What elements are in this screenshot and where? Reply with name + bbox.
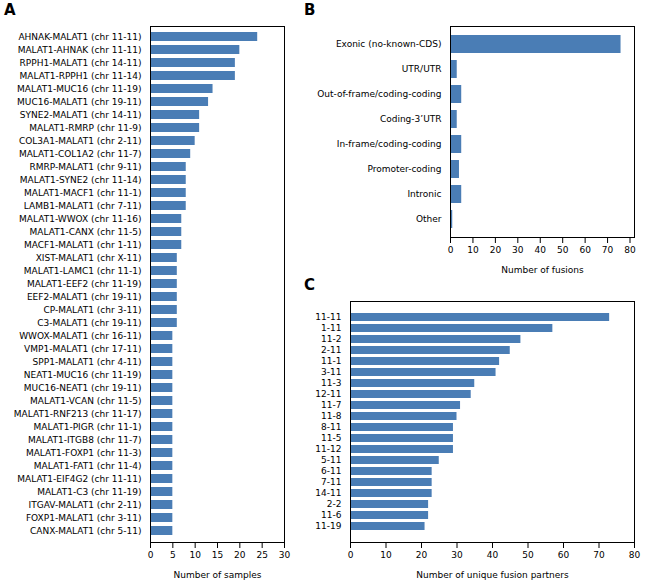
svg-text:LAMB1-MALAT1 (chr 7-11): LAMB1-MALAT1 (chr 7-11)	[24, 201, 142, 211]
svg-text:14-11: 14-11	[315, 488, 341, 498]
svg-text:Other: Other	[416, 214, 442, 224]
svg-text:Out-of-frame/coding-coding: Out-of-frame/coding-coding	[317, 89, 441, 99]
svg-text:VMP1-MALAT1 (chr 17-11): VMP1-MALAT1 (chr 17-11)	[24, 344, 141, 354]
svg-text:20: 20	[416, 550, 428, 560]
svg-text:C3-MALAT1 (chr 19-11): C3-MALAT1 (chr 19-11)	[37, 318, 141, 328]
svg-text:CP-MALAT1 (chr 3-11): CP-MALAT1 (chr 3-11)	[43, 305, 141, 315]
svg-text:30: 30	[279, 550, 291, 560]
svg-text:50: 50	[557, 245, 569, 255]
svg-text:MACF1-MALAT1 (chr 1-11): MACF1-MALAT1 (chr 1-11)	[24, 240, 142, 250]
svg-text:WWOX-MALAT1 (chr 16-11): WWOX-MALAT1 (chr 16-11)	[19, 331, 141, 341]
svg-text:Number of unique fusion partne: Number of unique fusion partners	[416, 570, 569, 580]
svg-text:70: 70	[593, 550, 605, 560]
svg-text:MALAT1-RNF213 (chr 11-17): MALAT1-RNF213 (chr 11-17)	[14, 409, 142, 419]
svg-text:SYNE2-MALAT1 (chr 14-11): SYNE2-MALAT1 (chr 14-11)	[20, 110, 142, 120]
svg-text:MALAT1-LAMC1 (chr 11-1): MALAT1-LAMC1 (chr 11-1)	[24, 266, 142, 276]
svg-text:MALAT1-COL1A2 (chr 11-7): MALAT1-COL1A2 (chr 11-7)	[19, 149, 142, 159]
svg-text:Promoter-coding: Promoter-coding	[367, 164, 441, 174]
svg-text:MALAT1-SYNE2 (chr 11-14): MALAT1-SYNE2 (chr 11-14)	[20, 175, 142, 185]
svg-text:12-11: 12-11	[315, 389, 341, 399]
svg-text:0: 0	[148, 550, 154, 560]
svg-text:RPPH1-MALAT1 (chr 14-11): RPPH1-MALAT1 (chr 14-11)	[20, 58, 142, 68]
svg-text:11-5: 11-5	[321, 433, 341, 443]
svg-text:1-11: 1-11	[321, 323, 341, 333]
svg-text:11-19: 11-19	[315, 521, 341, 531]
svg-text:Number of samples: Number of samples	[174, 570, 262, 580]
svg-text:MALAT1-EEF2 (chr 11-19): MALAT1-EEF2 (chr 11-19)	[27, 279, 142, 289]
svg-text:80: 80	[624, 245, 636, 255]
svg-text:60: 60	[579, 245, 591, 255]
html-text:A: A	[4, 1, 16, 19]
svg-text:In-frame/coding-coding: In-frame/coding-coding	[337, 139, 442, 149]
svg-text:6-11: 6-11	[321, 466, 341, 476]
svg-text:15: 15	[212, 550, 223, 560]
svg-text:20: 20	[490, 245, 502, 255]
svg-text:2-2: 2-2	[327, 499, 342, 509]
svg-text:MALAT1-RPPH1 (chr 11-14): MALAT1-RPPH1 (chr 11-14)	[20, 71, 142, 81]
svg-text:11-6: 11-6	[321, 510, 342, 520]
svg-text:11-8: 11-8	[321, 411, 342, 421]
svg-text:Coding-3’UTR: Coding-3’UTR	[380, 114, 442, 124]
svg-text:11-11: 11-11	[315, 312, 341, 322]
svg-text:80: 80	[629, 550, 641, 560]
svg-text:7-11: 7-11	[321, 477, 341, 487]
svg-text:Exonic (no-known-CDS): Exonic (no-known-CDS)	[336, 39, 442, 49]
svg-text:Number of fusions: Number of fusions	[501, 265, 584, 275]
svg-text:EEF2-MALAT1 (chr 19-11): EEF2-MALAT1 (chr 19-11)	[27, 292, 142, 302]
svg-text:0: 0	[348, 550, 354, 560]
svg-text:40: 40	[487, 550, 499, 560]
svg-text:10: 10	[467, 245, 479, 255]
svg-text:MALAT1-EIF4G2 (chr 11-11): MALAT1-EIF4G2 (chr 11-11)	[17, 474, 141, 484]
svg-text:11-2: 11-2	[321, 334, 341, 344]
svg-text:10: 10	[189, 550, 201, 560]
svg-text:MALAT1-MUC16 (chr 11-19): MALAT1-MUC16 (chr 11-19)	[17, 84, 141, 94]
svg-text:70: 70	[602, 245, 614, 255]
svg-text:10: 10	[380, 550, 392, 560]
svg-text:UTR/UTR: UTR/UTR	[402, 64, 442, 74]
svg-text:MALAT1-CANX (chr 11-5): MALAT1-CANX (chr 11-5)	[30, 227, 142, 237]
svg-text:MALAT1-AHNAK (chr 11-11): MALAT1-AHNAK (chr 11-11)	[18, 45, 142, 55]
svg-text:50: 50	[522, 550, 534, 560]
svg-text:MALAT1-MACF1 (chr 11-1): MALAT1-MACF1 (chr 11-1)	[24, 188, 142, 198]
svg-text:40: 40	[535, 245, 547, 255]
svg-text:COL3A1-MALAT1 (chr 2-11): COL3A1-MALAT1 (chr 2-11)	[19, 136, 142, 146]
svg-text:30: 30	[451, 550, 463, 560]
svg-text:5-11: 5-11	[321, 455, 341, 465]
svg-text:MALAT1-ITGB8 (chr 11-7): MALAT1-ITGB8 (chr 11-7)	[28, 435, 142, 445]
svg-text:5: 5	[170, 550, 176, 560]
svg-text:AHNAK-MALAT1 (chr 11-11): AHNAK-MALAT1 (chr 11-11)	[18, 32, 141, 42]
svg-text:MALAT1-FAT1 (chr 11-4): MALAT1-FAT1 (chr 11-4)	[34, 461, 142, 471]
svg-text:MUC16-MALAT1 (chr 19-11): MUC16-MALAT1 (chr 19-11)	[17, 97, 141, 107]
svg-text:ITGAV-MALAT1 (chr 2-11): ITGAV-MALAT1 (chr 2-11)	[29, 500, 142, 510]
svg-text:MALAT1-WWOX (chr 11-16): MALAT1-WWOX (chr 11-16)	[19, 214, 141, 224]
svg-text:Intronic: Intronic	[407, 189, 441, 199]
svg-text:XIST-MALAT1 (chr X-11): XIST-MALAT1 (chr X-11)	[36, 253, 142, 263]
svg-text:11-1: 11-1	[321, 356, 341, 366]
svg-text:CANX-MALAT1 (chr 5-11): CANX-MALAT1 (chr 5-11)	[30, 526, 142, 536]
svg-text:30: 30	[512, 245, 524, 255]
svg-text:MALAT1-FOXP1 (chr 11-3): MALAT1-FOXP1 (chr 11-3)	[26, 448, 142, 458]
svg-text:SPP1-MALAT1 (chr 4-11): SPP1-MALAT1 (chr 4-11)	[33, 357, 142, 367]
svg-text:FOXP1-MALAT1 (chr 3-11): FOXP1-MALAT1 (chr 3-11)	[26, 513, 142, 523]
svg-text:11-3: 11-3	[321, 378, 341, 388]
svg-text:11-12: 11-12	[315, 444, 341, 454]
svg-text:RMRP-MALAT1 (chr 9-11): RMRP-MALAT1 (chr 9-11)	[29, 162, 141, 172]
svg-text:MALAT1-C3 (chr 11-19): MALAT1-C3 (chr 11-19)	[37, 487, 141, 497]
svg-text:25: 25	[256, 550, 267, 560]
svg-text:NEAT1-MUC16 (chr 11-19): NEAT1-MUC16 (chr 11-19)	[24, 370, 142, 380]
svg-text:MALAT1-RMRP (chr 11-9): MALAT1-RMRP (chr 11-9)	[29, 123, 141, 133]
html-text:B: B	[304, 1, 316, 19]
svg-text:2-11: 2-11	[321, 345, 341, 355]
svg-text:MALAT1-PIGR (chr 11-1): MALAT1-PIGR (chr 11-1)	[34, 422, 142, 432]
svg-text:20: 20	[234, 550, 246, 560]
svg-text:MALAT1-VCAN (chr 11-5): MALAT1-VCAN (chr 11-5)	[30, 396, 141, 406]
html-text:C: C	[304, 276, 315, 294]
svg-text:11-7: 11-7	[321, 400, 341, 410]
svg-text:60: 60	[558, 550, 570, 560]
svg-text:0: 0	[448, 245, 454, 255]
svg-text:3-11: 3-11	[321, 367, 341, 377]
svg-text:MUC16-NEAT1 (chr 19-11): MUC16-NEAT1 (chr 19-11)	[24, 383, 142, 393]
svg-text:8-11: 8-11	[321, 422, 341, 432]
